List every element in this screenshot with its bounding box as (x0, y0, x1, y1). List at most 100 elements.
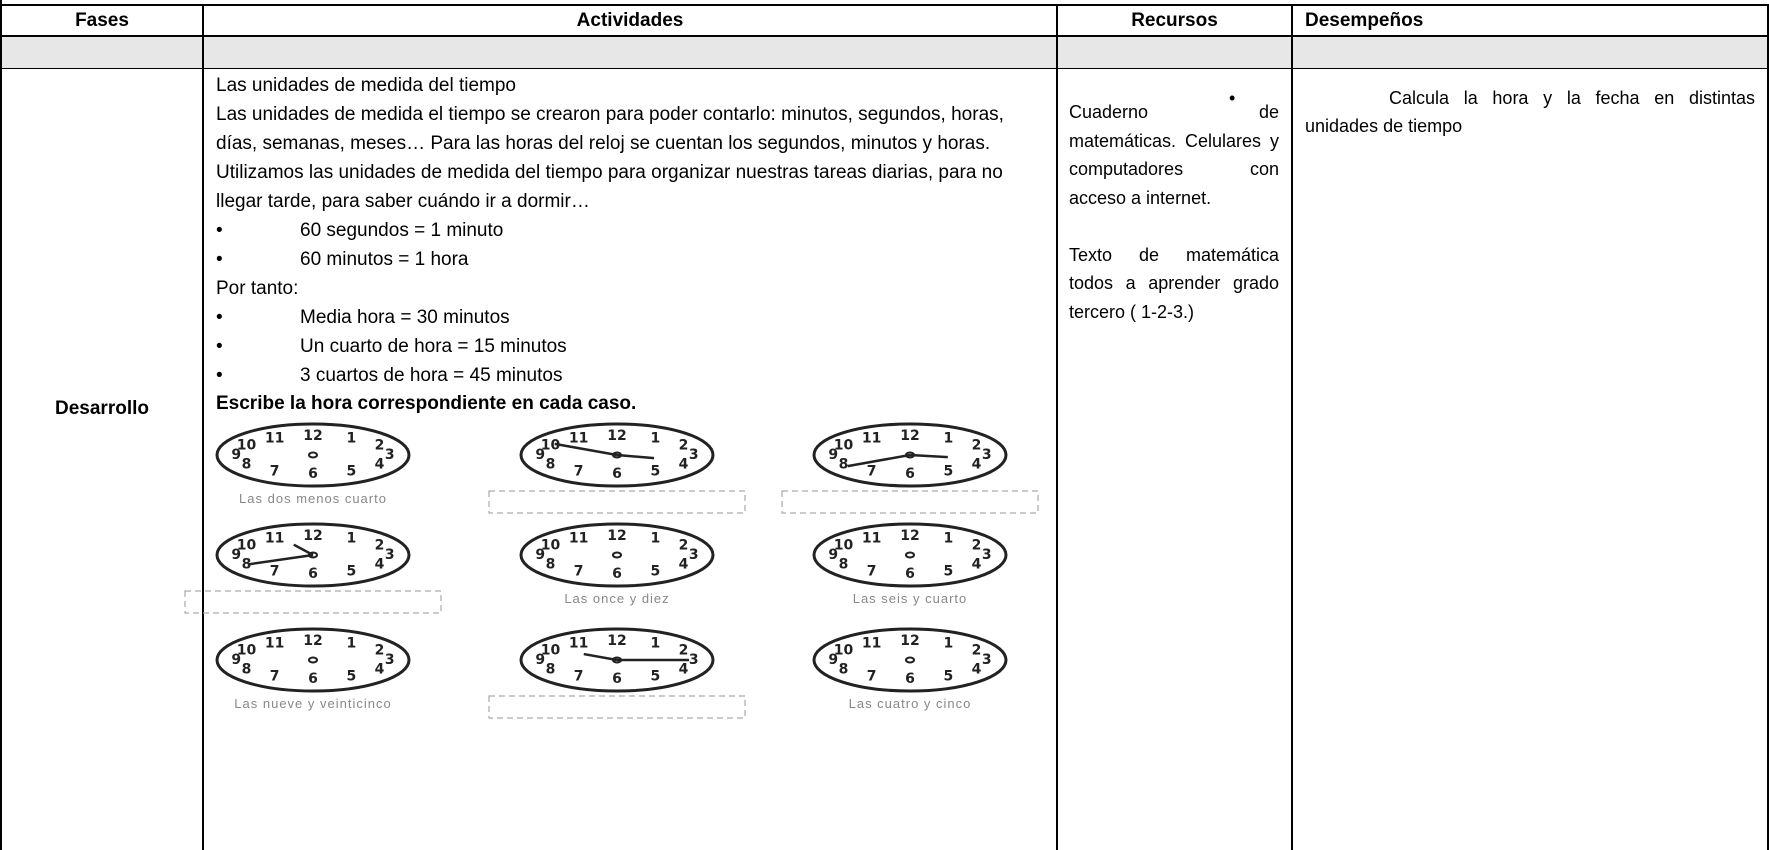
clock-numeral: 4 (679, 662, 689, 678)
clock-numeral: 3 (385, 447, 395, 463)
clock-numeral: 12 (607, 633, 626, 649)
resources: Cuaderno de matemáticas. Celulares y com… (1069, 98, 1279, 355)
clock-hand (554, 442, 618, 457)
header-cell: Recursos (1131, 10, 1218, 31)
clock-numeral: 9 (535, 447, 545, 463)
clock-numeral: 11 (569, 430, 588, 446)
clock-numeral: 8 (242, 662, 252, 678)
shaded-cell (1293, 37, 1767, 68)
clock-numeral: 9 (231, 447, 241, 463)
clock-numeral: 3 (689, 447, 699, 463)
clock-numeral: 2 (375, 642, 385, 658)
answer-box (184, 590, 442, 614)
clock-numeral: 4 (375, 662, 385, 678)
performance-item: Calcula la hora y la fecha en distintas … (1229, 84, 1755, 140)
clock-numeral: 5 (944, 464, 954, 480)
clock-numeral: 8 (546, 457, 556, 473)
clock-numeral: 11 (265, 635, 284, 651)
clock-numeral: 3 (385, 547, 395, 563)
clock-numeral: 11 (265, 530, 284, 546)
clock-numeral: 7 (867, 464, 877, 480)
clock-numeral: 5 (651, 464, 661, 480)
clock-numeral: 6 (612, 466, 622, 482)
clock-hand (909, 453, 948, 459)
section-title: Las unidades de medida del tiempo (216, 75, 516, 96)
clock-numeral: 12 (303, 528, 322, 544)
paragraph: Las unidades de medida el tiempo se crea… (216, 104, 1004, 212)
clock-numeral: 6 (308, 466, 318, 482)
clock-numeral: 2 (972, 642, 982, 658)
clock-numeral: 4 (375, 457, 385, 473)
clock-numeral: 9 (535, 547, 545, 563)
clock-numeral: 10 (237, 537, 257, 553)
clock-caption: Las nueve y veinticinco (234, 696, 392, 711)
clock-numeral: 1 (651, 430, 661, 446)
resource-text: Texto de matemática todos a aprender gra… (1069, 244, 1279, 322)
border (1056, 5, 1058, 850)
clock-numeral: 12 (900, 633, 919, 649)
clock-numeral: 4 (679, 457, 689, 473)
clock-numeral: 12 (900, 428, 919, 444)
border (1291, 5, 1293, 850)
clock-numeral: 12 (607, 428, 626, 444)
bullet-list: 60 segundos = 1 minuto 60 minutos = 1 ho… (216, 216, 503, 274)
header-cell: Fases (75, 10, 129, 31)
header-cell: Desempeños (1305, 10, 1424, 31)
clock-numeral: 11 (862, 430, 881, 446)
clock-numeral: 10 (541, 642, 561, 658)
clock-numeral: 1 (347, 635, 357, 651)
clock-center (612, 551, 622, 559)
clock-center (308, 451, 318, 459)
clock-numeral: 7 (867, 669, 877, 685)
clock-numeral: 10 (237, 437, 257, 453)
clock-numeral: 9 (828, 547, 838, 563)
clock-numeral: 11 (265, 430, 284, 446)
bullet-item: 60 segundos = 1 minuto (216, 216, 503, 245)
clock-numeral: 9 (828, 447, 838, 463)
clock-numeral: 8 (546, 662, 556, 678)
clock-numeral: 9 (231, 547, 241, 563)
shaded-cell (204, 37, 1056, 68)
clock-numeral: 9 (828, 652, 838, 668)
clock-numeral: 1 (944, 635, 954, 651)
clock-numeral: 3 (689, 547, 699, 563)
clock-numeral: 12 (900, 528, 919, 544)
clock-center (308, 656, 318, 664)
answer-box (488, 490, 746, 514)
clock-numeral: 1 (347, 430, 357, 446)
clock-hand (616, 453, 655, 460)
clock-numeral: 6 (905, 466, 915, 482)
border (202, 5, 204, 850)
clock-numeral: 2 (375, 537, 385, 553)
clock-numeral: 7 (270, 669, 280, 685)
clock-numeral: 10 (834, 537, 854, 553)
clock-numeral: 8 (839, 662, 849, 678)
clock-numeral: 5 (347, 564, 357, 580)
clock-numeral: 6 (905, 671, 915, 687)
shaded-cell (1058, 37, 1291, 68)
clock-numeral: 4 (972, 557, 982, 573)
clock-numeral: 5 (347, 464, 357, 480)
clock-numeral: 7 (270, 564, 280, 580)
clock-numeral: 2 (972, 537, 982, 553)
performance-list: Calcula la hora y la fecha en distintas … (1229, 84, 1755, 140)
clock-numeral: 7 (867, 564, 877, 580)
clock-numeral: 4 (972, 662, 982, 678)
clock-numeral: 1 (944, 530, 954, 546)
clock-numeral: 4 (375, 557, 385, 573)
clock-numeral: 5 (651, 564, 661, 580)
clock-hand (583, 652, 618, 662)
clock-numeral: 6 (308, 566, 318, 582)
clock-numeral: 9 (535, 652, 545, 668)
bullet-list: Media hora = 30 minutos Un cuarto de hor… (216, 303, 567, 390)
clock-numeral: 7 (574, 669, 584, 685)
clock-numeral: 6 (308, 671, 318, 687)
clock-numeral: 10 (541, 437, 561, 453)
clock-numeral: 1 (944, 430, 954, 446)
clock-numeral: 8 (839, 457, 849, 473)
clock-numeral: 12 (607, 528, 626, 544)
border (0, 0, 2, 850)
clock-numeral: 12 (303, 633, 322, 649)
phase-label: Desarrollo (55, 398, 149, 419)
